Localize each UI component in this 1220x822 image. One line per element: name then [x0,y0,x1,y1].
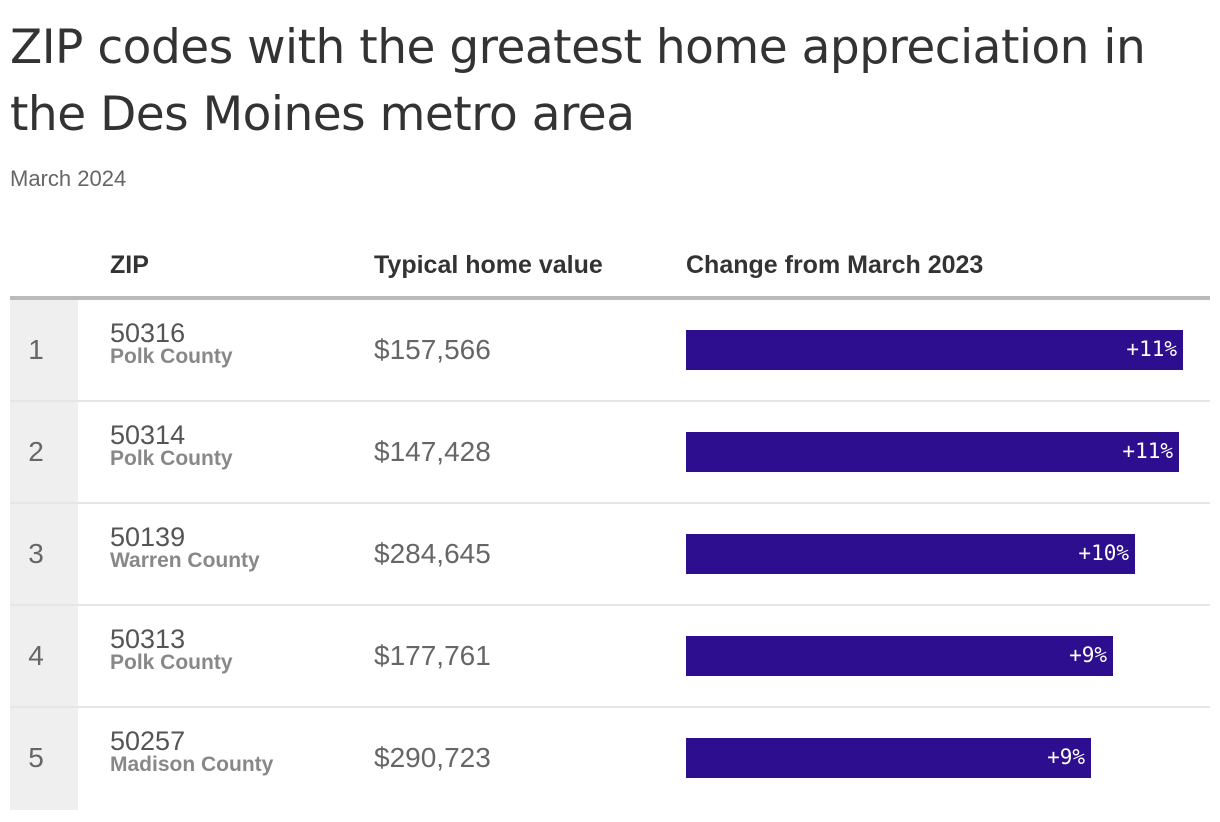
chart-title: ZIP codes with the greatest home appreci… [10,20,1146,142]
rank-cell [10,402,78,502]
county-name: Polk County [110,345,233,368]
table-row: 2 50314 Polk County $147,428 +11% [10,402,1210,504]
ranking-table: ZIP Typical home value Change from March… [10,232,1210,810]
rank-cell [10,708,78,810]
header-home-value: Typical home value [374,251,603,279]
home-value: $177,761 [374,640,491,671]
table-header: ZIP Typical home value Change from March… [10,232,1210,300]
rank-number: 2 [28,436,44,467]
rank-cell [10,606,78,706]
county-name: Polk County [110,651,233,674]
change-bar: +11% [686,432,1179,472]
chart-subtitle: March 2024 [10,166,127,191]
home-value: $147,428 [374,436,491,467]
change-label: +10% [1078,541,1129,565]
zip-code: 50257 [110,726,186,756]
table-row: 3 50139 Warren County $284,645 +10% [10,504,1210,606]
header-change: Change from March 2023 [686,251,984,279]
change-bar: +9% [686,738,1091,778]
change-bar: +9% [686,636,1113,676]
header-zip: ZIP [110,251,149,279]
zip-code: 50316 [110,318,186,348]
zip-code: 50314 [110,420,186,450]
county-name: Polk County [110,447,233,470]
rank-cell [10,300,78,400]
change-label: +11% [1126,337,1177,361]
home-value: $284,645 [374,538,491,569]
change-label: +11% [1122,439,1173,463]
table-row: 1 50316 Polk County $157,566 +11% [10,300,1210,402]
table-row: 5 50257 Madison County $290,723 +9% [10,708,1210,810]
change-bar: +10% [686,534,1135,574]
rank-number: 3 [28,538,44,569]
zip-code: 50313 [110,624,186,654]
change-label: +9% [1047,745,1085,769]
home-value: $157,566 [374,334,491,365]
county-name: Madison County [110,753,274,776]
home-value: $290,723 [374,742,491,773]
rank-cell [10,504,78,604]
zip-code: 50139 [110,522,186,552]
county-name: Warren County [110,549,260,572]
rank-number: 5 [28,742,44,773]
change-bar: +11% [686,330,1183,370]
change-label: +9% [1069,643,1107,667]
table-row: 4 50313 Polk County $177,761 +9% [10,606,1210,708]
rank-number: 4 [28,640,44,671]
rank-number: 1 [28,334,44,365]
